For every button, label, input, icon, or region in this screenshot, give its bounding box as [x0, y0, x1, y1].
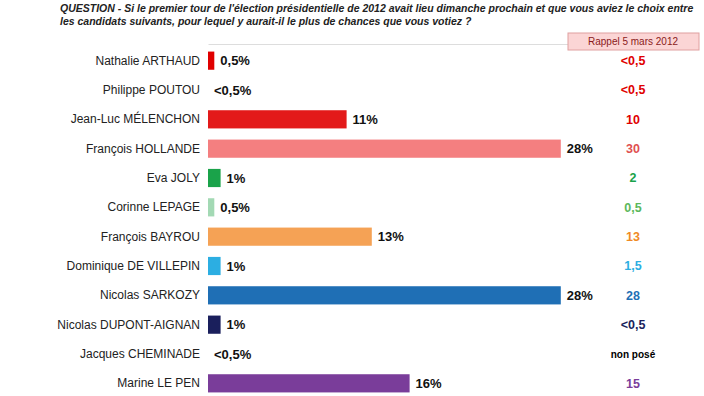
category-label: Jacques CHEMINADE: [80, 347, 200, 361]
bar: [208, 110, 347, 128]
bar: [208, 345, 209, 363]
rappel-value: <0,5: [621, 318, 646, 332]
rappel-value: 0,5: [624, 201, 641, 215]
y-tick: François HOLLANDE: [86, 142, 202, 156]
title: QUESTION - Si le premier tour de l'élect…: [60, 2, 693, 27]
y-tick: Nicolas DUPONT-AIGNAN: [57, 318, 202, 332]
bar: [208, 169, 221, 187]
bar: [208, 286, 561, 304]
bar: [208, 374, 410, 392]
bars: [208, 52, 561, 393]
category-label: Philippe POUTOU: [103, 83, 200, 97]
bar: [208, 198, 214, 216]
chart: QUESTION - Si le premier tour de l'élect…: [0, 0, 704, 396]
data-label: <0,5%: [214, 83, 252, 98]
category-label: Eva JOLY: [147, 171, 200, 185]
category-label: Nathalie ARTHAUD: [96, 54, 201, 68]
rappel-value: 15: [626, 377, 640, 391]
bar: [208, 52, 214, 70]
x-axis: [209, 44, 587, 45]
rappel-values: <0,5 <0,5 10 30 2 0,5 13 1,5 28 <0,5 non posé 15: [611, 54, 656, 391]
y-tick: Dominique DE VILLEPIN: [67, 259, 202, 273]
bar: [208, 228, 372, 246]
data-label: <0,5%: [214, 347, 252, 362]
category-label: François BAYROU: [101, 230, 200, 244]
rappel-value: non posé: [611, 349, 656, 360]
rappel-value: 28: [626, 289, 640, 303]
bar: [208, 257, 221, 275]
data-label: 11%: [353, 112, 379, 127]
data-label: 0,5%: [220, 53, 250, 68]
category-label: Marine LE PEN: [117, 376, 200, 390]
category-label: Dominique DE VILLEPIN: [67, 259, 200, 273]
data-label: 1%: [227, 317, 246, 332]
data-label: 28%: [567, 288, 593, 303]
rappel-header-box: [568, 33, 699, 50]
bar: [208, 140, 561, 158]
rappel-header: Rappel 5 mars 2012: [588, 36, 678, 47]
bar: [208, 81, 209, 99]
rappel-value: 13: [626, 230, 640, 244]
data-label: 1%: [227, 171, 246, 186]
y-tick: Eva JOLY: [147, 171, 202, 185]
category-label: François HOLLANDE: [86, 142, 200, 156]
category-label: Jean-Luc MÉLENCHON: [71, 111, 200, 126]
data-label: 13%: [378, 229, 404, 244]
y-axis: Nathalie ARTHAUD Philippe POUTOU Jean-Luc …: [57, 54, 202, 391]
rappel-value: 1,5: [624, 259, 641, 273]
y-tick: Nicolas SARKOZY: [100, 288, 202, 302]
data-label: 1%: [227, 259, 246, 274]
rappel-value: <0,5: [621, 83, 646, 97]
data-label: 28%: [567, 141, 593, 156]
rappel-value: 30: [626, 142, 640, 156]
category-label: Corinne LEPAGE: [108, 200, 201, 214]
category-label: Nicolas SARKOZY: [100, 288, 200, 302]
rappel-value: 10: [626, 113, 640, 127]
bar: [208, 316, 221, 334]
category-label: Nicolas DUPONT-AIGNAN: [57, 318, 200, 332]
data-label: 16%: [416, 376, 442, 391]
data-labels: 0,5% <0,5% 11% 28% 1% 0,5% 13% 1% 28% 1% <0,5% 16%: [214, 53, 593, 391]
y-tick: Nathalie ARTHAUD: [96, 54, 202, 68]
y-tick: Jacques CHEMINADE: [80, 347, 202, 361]
data-label: 0,5%: [220, 200, 250, 215]
y-tick: Marine LE PEN: [117, 376, 202, 390]
rappel-value: <0,5: [621, 54, 646, 68]
y-tick: Corinne LEPAGE: [108, 200, 203, 214]
y-tick: François BAYROU: [101, 230, 202, 244]
rappel-value: 2: [630, 171, 637, 185]
x-axis-line: [209, 44, 587, 45]
y-tick: Jean-Luc MÉLENCHON: [71, 111, 202, 126]
y-tick: Philippe POUTOU: [103, 83, 202, 97]
